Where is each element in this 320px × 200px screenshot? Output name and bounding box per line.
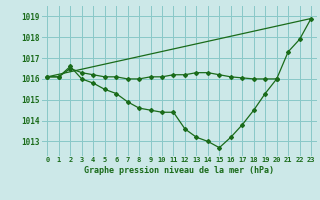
X-axis label: Graphe pression niveau de la mer (hPa): Graphe pression niveau de la mer (hPa) — [84, 166, 274, 175]
